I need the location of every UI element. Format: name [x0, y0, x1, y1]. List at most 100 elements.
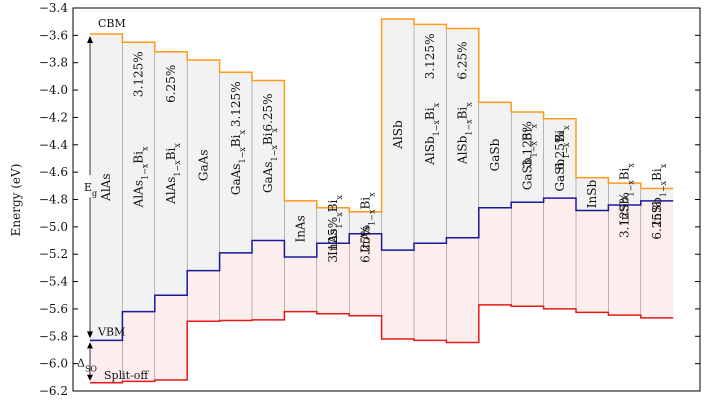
gap-fill	[349, 211, 382, 234]
split-off-fill	[316, 243, 350, 314]
percent-label: 6.25%	[164, 65, 178, 103]
y-axis: −3.4 −3.6 −3.8 −4.0 −4.2 −4.4 −4.6 −4.8 −5.0 −5.2…	[39, 1, 700, 398]
gap-fill	[90, 33, 123, 341]
split-off-fill	[576, 210, 609, 313]
gap-fill	[219, 72, 252, 253]
y-tick-label: −5.6	[39, 302, 68, 316]
percent-label: 6.25%	[650, 201, 664, 239]
material-labels: AlAs AlAs1−xBix 3.125% AlAs1−xBix 6.25% GaAs G…	[99, 34, 667, 263]
split-off-fill	[381, 250, 414, 340]
split-off-fill	[511, 202, 544, 307]
eg-arrow-head	[87, 35, 93, 43]
gap-fill	[284, 200, 317, 257]
percent-label: 3.125%	[132, 51, 146, 97]
split-off-fill	[187, 270, 220, 322]
vbm-line	[90, 197, 674, 342]
gap-fill	[608, 183, 641, 205]
percent-label: 3.125%	[520, 121, 534, 167]
gap-fill	[252, 80, 285, 241]
gap-fill	[316, 207, 350, 244]
eg-label: Eg	[84, 181, 97, 198]
gap-fill	[543, 118, 576, 199]
gap-fill	[446, 28, 479, 238]
vbm-label: VBM	[97, 325, 125, 338]
split-off-fill	[640, 200, 674, 318]
material-label: GaSb1−xBix	[520, 124, 538, 191]
split-off-fill	[414, 243, 447, 341]
so-arrow-head	[87, 374, 93, 381]
split-off-fill	[252, 240, 285, 320]
material-label: AlSb	[391, 120, 405, 150]
y-tick-label: −3.8	[39, 56, 68, 70]
y-tick-label: −4.6	[39, 165, 68, 179]
material-label: GaAs1−xBix	[229, 130, 247, 196]
y-tick-label: −6.2	[39, 384, 68, 398]
y-tick-label: −4.2	[39, 110, 68, 124]
material-label: AlAs	[99, 174, 113, 202]
gap-fill	[478, 102, 512, 208]
y-tick-label: −5.0	[39, 220, 68, 234]
gap-fill	[381, 18, 414, 251]
gap-fill	[414, 24, 447, 244]
material-label: AlSb1−xBix	[423, 102, 441, 165]
split-off-fill	[154, 295, 188, 381]
y-tick-label: −4.4	[39, 138, 69, 152]
split-off-label: Split-off	[104, 369, 149, 382]
percent-label: 6.25%	[456, 41, 470, 79]
split-off-line	[90, 304, 674, 384]
material-label: GaAs	[196, 150, 210, 182]
y-tick-label: −3.6	[39, 28, 68, 42]
cbm-line	[90, 18, 674, 213]
percent-label: 3.125%	[618, 192, 632, 238]
percent-label: 6.25%	[358, 225, 372, 263]
level-annotations: CBM VBM Split-off Eg ΔSO	[77, 17, 149, 382]
band-fills	[90, 18, 674, 383]
material-label: AlAs1−xBix	[164, 143, 182, 205]
band-lines	[90, 18, 674, 384]
y-axis-label: Energy (eV)	[9, 164, 23, 237]
gap-fill	[154, 51, 188, 296]
material-label: AlAs1−xBix	[132, 146, 150, 208]
y-tick-label: −4.8	[39, 193, 68, 207]
split-off-fill	[446, 237, 479, 343]
split-off-fill	[349, 233, 382, 316]
gap-fill	[511, 111, 544, 203]
split-off-fill	[90, 340, 123, 383]
y-tick-label: −3.4	[39, 1, 69, 15]
material-label: InAs1−xBix	[326, 195, 344, 256]
material-label: GaSb1−xBix	[553, 125, 571, 192]
split-off-fill	[122, 311, 155, 382]
gap-fill	[576, 177, 609, 211]
percent-label: 3.125%	[229, 81, 243, 127]
material-label: InAs	[294, 215, 308, 242]
y-tick-label: −5.2	[39, 247, 68, 261]
split-off-fill	[478, 207, 512, 305]
material-label: InAs1−xBix	[358, 192, 376, 253]
percent-label: 3.125%	[326, 217, 340, 263]
so-arrow-head	[87, 342, 93, 349]
split-off-fill	[608, 204, 641, 316]
split-off-fill	[219, 252, 252, 321]
material-label: InSb1−xBix	[650, 163, 668, 225]
cbm-label: CBM	[98, 17, 126, 30]
y-tick-label: −5.4	[39, 275, 69, 289]
eg-arrow-head	[87, 331, 93, 339]
material-label: InSb1−xBix	[618, 163, 636, 225]
split-off-fill	[543, 198, 576, 309]
y-tick-label: −6.0	[39, 357, 68, 371]
percent-label: 6.25%	[261, 93, 275, 131]
gap-fill	[187, 59, 220, 271]
material-label: GaAs1−xBix	[261, 128, 279, 194]
gap-fill	[640, 188, 674, 201]
y-tick-label: −5.8	[39, 329, 68, 343]
material-label: AlSb1−xBix	[456, 102, 474, 165]
percent-label: 6.25%	[553, 132, 567, 170]
delta-so-label: ΔSO	[77, 357, 97, 374]
percent-label: 3.125%	[423, 34, 437, 80]
y-tick-label: −4.0	[39, 83, 68, 97]
material-label: GaSb	[488, 138, 502, 171]
material-label: InSb	[585, 180, 599, 209]
gap-fill	[122, 42, 155, 312]
split-off-fill	[284, 256, 317, 312]
